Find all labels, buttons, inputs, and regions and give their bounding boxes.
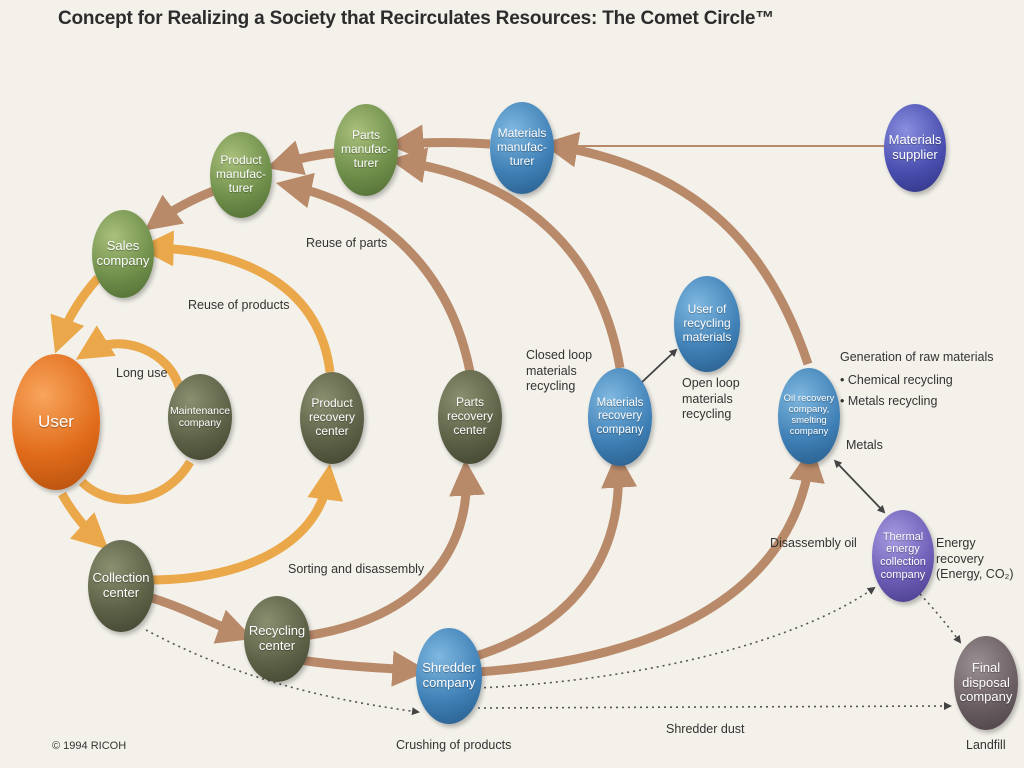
thermal-to-final-dotted bbox=[919, 593, 962, 644]
landfill-label: Landfill bbox=[966, 738, 1006, 752]
materials-manufacturer-label: Materials manufac-turer bbox=[496, 126, 548, 168]
copyright-label: © 1994 RICOH bbox=[52, 740, 127, 752]
collection-to-recycling bbox=[150, 593, 254, 644]
user-label: User bbox=[38, 412, 74, 432]
materials-manufacturer-node: Materials manufac-turer bbox=[490, 102, 554, 194]
arrow-sales-to-user bbox=[50, 274, 102, 354]
recycling-to-shredder bbox=[299, 650, 429, 687]
long-use-loop-bottom bbox=[78, 459, 194, 504]
parts-recovery-center-label: Parts recovery center bbox=[446, 395, 493, 437]
energy-recovery-label: Energy recovery (Energy, CO₂) bbox=[936, 536, 1014, 582]
product-manufacturer-node: Product manufac-turer bbox=[210, 132, 272, 218]
oil-recovery-company-node: Oil recovery company, smelting company bbox=[778, 368, 840, 464]
thermal-energy-collection-node: Thermal energy collection company bbox=[872, 510, 934, 602]
parts-recovery-center-node: Parts recovery center bbox=[438, 370, 502, 464]
closed-loop-arc bbox=[389, 147, 625, 369]
shredder-to-oil-recovery bbox=[477, 445, 825, 677]
materials-recovery-company-label: Materials recovery company bbox=[596, 397, 644, 436]
final-disposal-company-node: Final disposal company bbox=[954, 636, 1018, 730]
shredder-dust-label: Shredder dust bbox=[666, 722, 745, 736]
long-use-loop-top bbox=[75, 325, 185, 392]
metals-label: Metals bbox=[846, 438, 883, 452]
product-manufacturer-label: Product manufac-turer bbox=[215, 153, 267, 195]
reuse-parts-label: Reuse of parts bbox=[306, 236, 388, 250]
user-of-recycling-materials-node: User of recycling materials bbox=[674, 276, 740, 372]
arrow-product-to-sales bbox=[144, 185, 218, 231]
sorting-label: Sorting and disassembly bbox=[288, 562, 425, 576]
materials-supplier-node: Materials supplier bbox=[884, 104, 946, 192]
maintenance-company-label: Maintenance company bbox=[169, 404, 231, 429]
sales-company-label: Sales company bbox=[96, 238, 150, 268]
collection-center-label: Collection center bbox=[92, 570, 150, 600]
closed-loop-label: Closed loop materials recycling bbox=[526, 348, 593, 394]
parts-manufacturer-node: Parts manufac-turer bbox=[334, 104, 398, 196]
final-disposal-company-label: Final disposal company bbox=[959, 659, 1013, 705]
user-of-recycling-materials-label: User of recycling materials bbox=[682, 302, 732, 344]
crushing-label: Crushing of products bbox=[396, 738, 512, 752]
oil-to-thermal-link bbox=[833, 459, 886, 514]
reuse-products-label: Reuse of products bbox=[188, 298, 290, 312]
product-recovery-center-label: Product recovery center bbox=[308, 396, 355, 438]
shredder-to-thermal-dotted bbox=[477, 586, 876, 689]
materials-recovery-company-node: Materials recovery company bbox=[588, 368, 652, 466]
shredder-company-label: Shredder company bbox=[422, 660, 476, 690]
shredder-company-node: Shredder company bbox=[416, 628, 482, 724]
recycling-center-label: Recycling center bbox=[248, 623, 306, 653]
metals-recycling-label: • Metals recycling bbox=[840, 394, 938, 408]
page-title: Concept for Realizing a Society that Rec… bbox=[58, 8, 775, 29]
arrow-materials-to-parts bbox=[387, 124, 491, 161]
collection-to-product-recovery bbox=[149, 463, 344, 585]
collection-center-node: Collection center bbox=[88, 540, 154, 632]
reuse-parts-arc bbox=[275, 172, 475, 373]
recycling-center-node: Recycling center bbox=[244, 596, 310, 682]
reuse-products-arc bbox=[137, 230, 335, 373]
thermal-energy-collection-label: Thermal energy collection company bbox=[880, 530, 926, 581]
parts-manufacturer-label: Parts manufac-turer bbox=[340, 128, 392, 170]
open-loop-label: Open loop materials recycling bbox=[682, 376, 740, 422]
product-recovery-center-node: Product recovery center bbox=[300, 372, 364, 464]
long-use-label: Long use bbox=[116, 366, 168, 380]
shredder-dust-dotted bbox=[477, 702, 952, 711]
oil-recovery-company-label: Oil recovery company, smelting company bbox=[783, 393, 835, 437]
generation-label: Generation of raw materials bbox=[840, 350, 994, 364]
user-node: User bbox=[12, 354, 100, 490]
recycling-to-parts-recovery bbox=[303, 459, 486, 641]
materials-recovery-to-user-link bbox=[639, 348, 678, 385]
chemical-recycling-label: • Chemical recycling bbox=[840, 373, 953, 387]
arrow-user-to-collection bbox=[58, 491, 109, 550]
maintenance-company-node: Maintenance company bbox=[168, 374, 232, 460]
raw-materials-arc bbox=[541, 131, 813, 366]
sales-company-node: Sales company bbox=[92, 210, 154, 298]
shredder-to-materials-recovery bbox=[474, 451, 638, 661]
disassembly-oil-label: Disassembly oil bbox=[770, 536, 857, 550]
materials-supplier-label: Materials supplier bbox=[888, 132, 942, 162]
